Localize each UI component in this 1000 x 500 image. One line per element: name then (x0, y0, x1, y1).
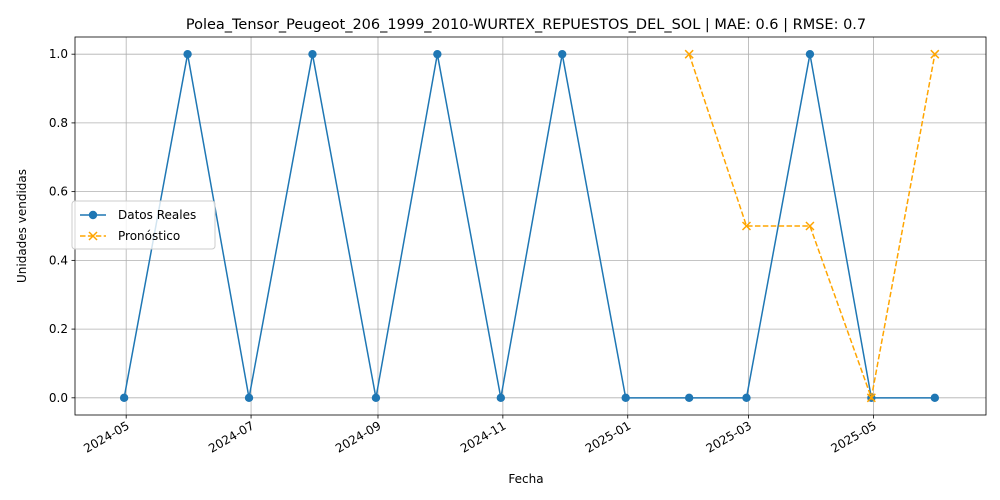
forecast-point (866, 393, 876, 403)
data-point (496, 393, 506, 403)
series-layer (119, 49, 940, 403)
forecast-point (741, 221, 752, 231)
x-tick-label: 2024-09 (333, 418, 383, 455)
data-point (244, 393, 254, 403)
data-point (119, 393, 129, 403)
y-tick-label: 0.8 (49, 116, 68, 130)
chart-title: Polea_Tensor_Peugeot_206_1999_2010-WURTE… (186, 17, 866, 33)
data-point (930, 393, 940, 403)
legend-marker-actual (88, 210, 98, 220)
data-point (308, 49, 317, 59)
x-tick-label: 2025-01 (583, 418, 633, 455)
data-point (558, 49, 567, 59)
x-tick-label: 2025-05 (828, 418, 878, 455)
data-point (805, 49, 815, 59)
y-tick-label: 0.6 (49, 185, 68, 199)
data-point (621, 393, 630, 403)
data-point (433, 49, 442, 59)
data-point (183, 49, 192, 59)
y-tick-label: 0.2 (49, 322, 68, 336)
legend-label-actual: Datos Reales (118, 208, 196, 222)
x-tick-label: 2024-05 (81, 418, 131, 455)
ticks-layer: 2024-05 2024-07 2024-09 2024-11 2025-01 2025-… (49, 47, 879, 455)
forecast-point (805, 221, 815, 231)
y-tick-label: 1.0 (49, 47, 68, 61)
y-tick-label: 0.0 (49, 391, 68, 405)
legend: Datos Reales Pronóstico (71, 200, 216, 250)
x-tick-label: 2024-11 (458, 418, 508, 455)
series-line-1 (688, 53, 936, 401)
forecast-point (684, 49, 694, 59)
x-tick-label: 2024-07 (206, 418, 256, 455)
series-line-0 (123, 54, 935, 399)
forecast-point (930, 49, 940, 59)
legend-frame (71, 200, 216, 250)
legend-marker-forecast (88, 231, 98, 241)
x-tick-label: 2025-03 (704, 418, 754, 455)
legend-label-forecast: Pronóstico (118, 229, 180, 243)
data-point (742, 393, 751, 403)
y-tick-label: 0.4 (49, 253, 68, 267)
data-point (684, 393, 694, 403)
x-axis-label: Fecha (508, 472, 543, 486)
data-point (371, 393, 381, 403)
y-axis-label: Unidades vendidas (15, 169, 29, 283)
